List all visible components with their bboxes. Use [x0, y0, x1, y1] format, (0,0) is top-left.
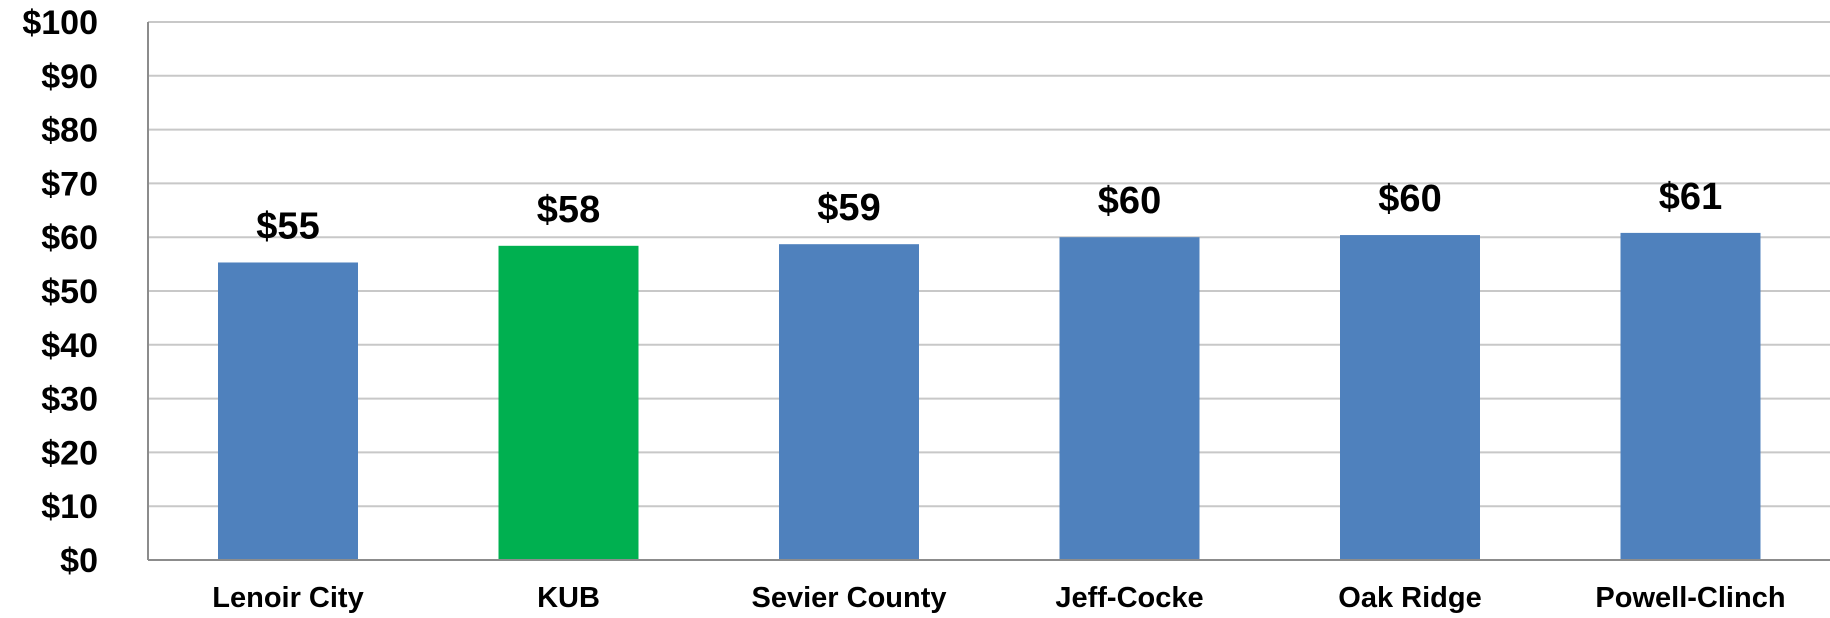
x-axis-category-labels: Lenoir City KUB Sevier County Jeff-Cocke Oak…	[212, 582, 1785, 614]
y-tick-label: $0	[60, 542, 98, 580]
x-tick-label: Oak Ridge	[1338, 582, 1481, 614]
bar-sevier-county	[779, 244, 919, 560]
bars	[218, 232, 1761, 561]
y-tick-label: $20	[41, 434, 98, 472]
y-tick-label: $50	[41, 273, 98, 311]
bar-jeff-cocke	[1059, 237, 1200, 560]
x-tick-label: KUB	[537, 582, 600, 614]
data-label: $55	[256, 205, 319, 247]
y-tick-label: $70	[41, 165, 98, 203]
y-tick-label: $60	[41, 219, 98, 257]
y-tick-label: $10	[41, 488, 98, 526]
y-tick-label: $30	[41, 381, 98, 419]
bar-kub	[498, 245, 639, 561]
data-label: $59	[817, 187, 880, 229]
gridlines	[148, 21, 1830, 508]
x-tick-label: Lenoir City	[212, 582, 363, 614]
data-label: $60	[1098, 180, 1161, 222]
x-tick-label: Powell-Clinch	[1595, 582, 1785, 614]
axes	[147, 22, 1830, 561]
y-axis-tick-labels: $0 $10 $20 $30 $40 $50 $60 $70 $80 $90 $100	[22, 4, 98, 580]
data-labels: $55 $58 $59 $60 $60 $61	[256, 176, 1722, 248]
y-tick-label: $80	[41, 112, 98, 150]
bar-lenoir-city	[218, 262, 358, 560]
y-tick-label: $40	[41, 327, 98, 365]
data-label: $61	[1659, 176, 1722, 218]
y-tick-label: $100	[22, 4, 98, 42]
data-label: $58	[537, 189, 600, 231]
x-tick-label: Jeff-Cocke	[1055, 582, 1203, 614]
x-tick-label: Sevier County	[752, 582, 947, 614]
y-tick-label: $90	[41, 58, 98, 96]
bar-oak-ridge	[1340, 235, 1480, 560]
bar-powell-clinch	[1620, 232, 1761, 560]
data-label: $60	[1378, 178, 1441, 220]
